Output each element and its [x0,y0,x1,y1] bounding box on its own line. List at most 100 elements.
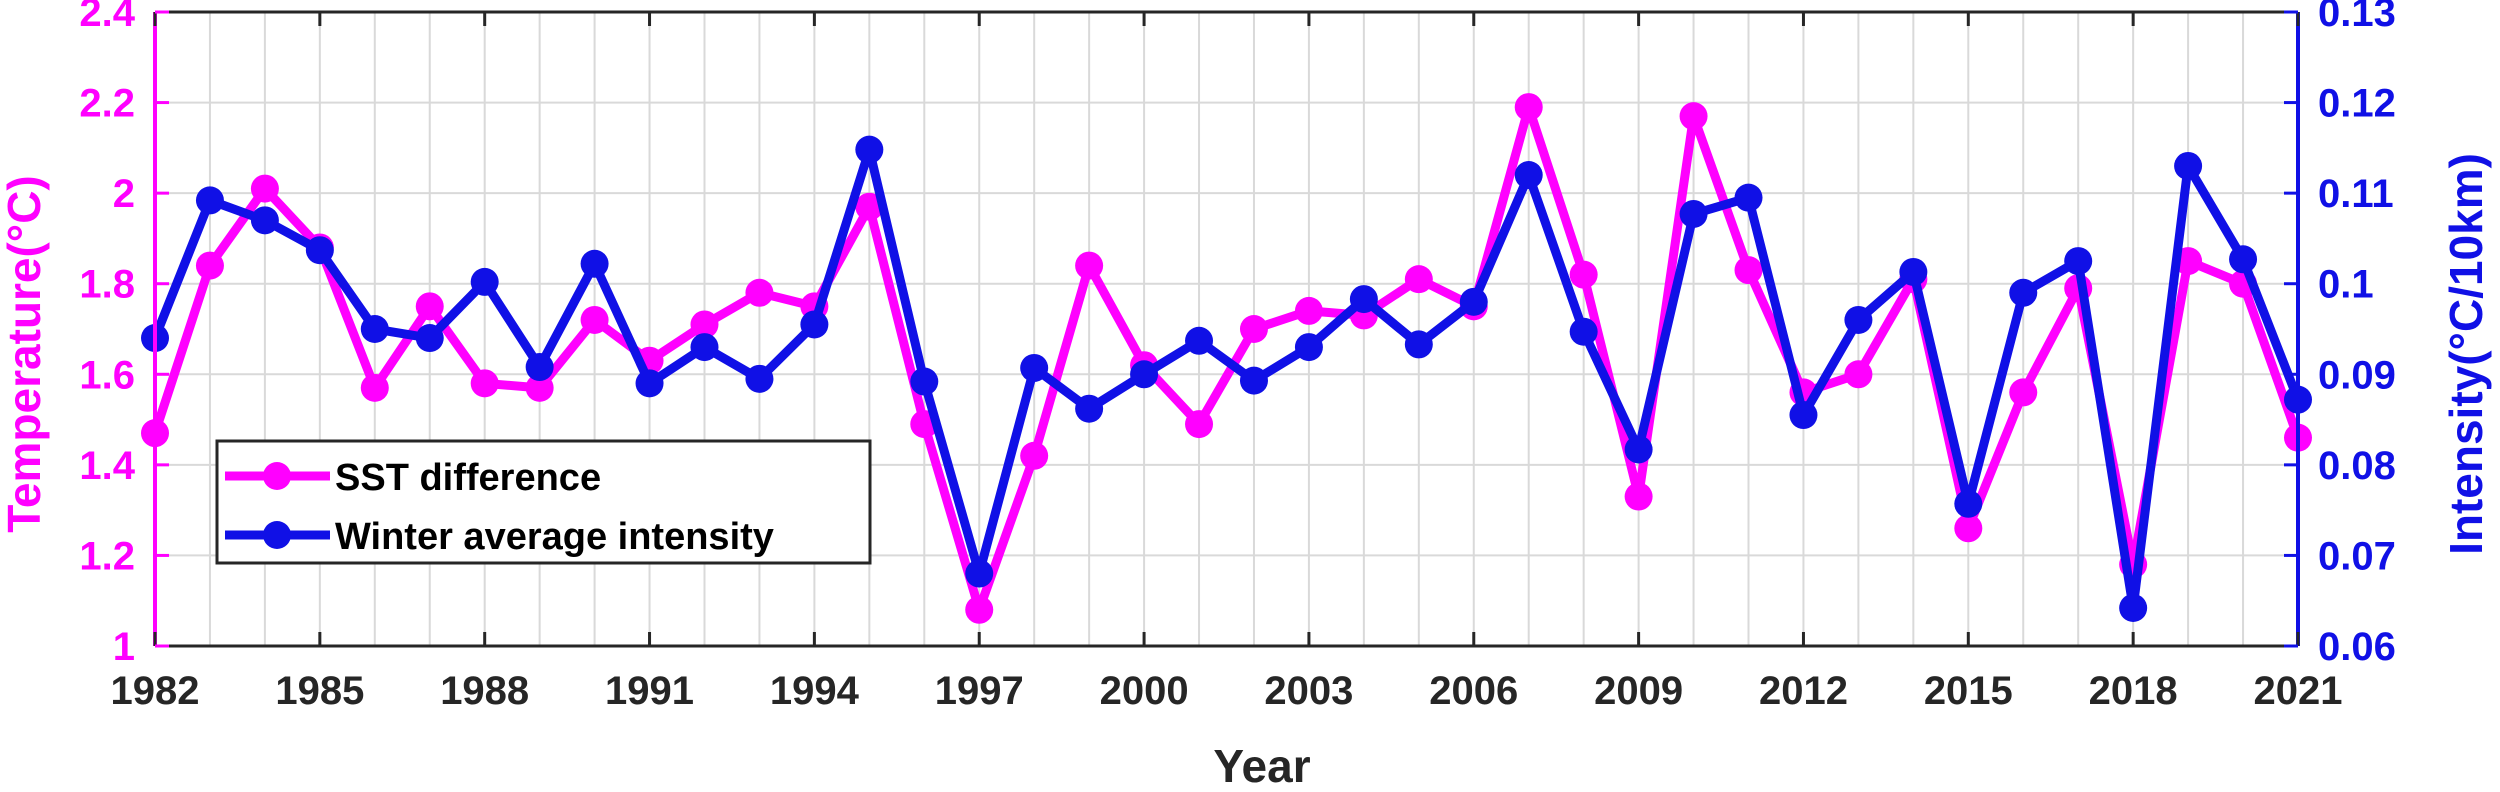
data-point-intensity [1349,285,1378,314]
x-axis-title: Year [1213,740,1310,792]
data-point-intensity [580,249,609,278]
x-tick-label: 1997 [935,669,1024,713]
y-left-tick-label: 1.4 [79,444,135,488]
data-point-sst [1404,265,1433,294]
data-point-intensity [525,353,554,382]
data-point-intensity [1020,353,1049,382]
data-point-intensity [690,333,719,362]
data-point-sst [1239,315,1268,343]
ticks: 1982 1985 1988 1991 1994 1997 2000 2003 2006 2009… [79,0,2395,713]
data-point-intensity [1459,287,1488,316]
data-point-sst [250,174,279,203]
y-right-tick-label: 0.12 [2318,82,2396,126]
y-left-tick-label: 2.4 [79,0,135,35]
data-point-sst [855,192,884,221]
data-point-intensity [415,324,444,353]
data-point-sst [1679,102,1708,131]
data-point-sst [1844,360,1873,389]
legend-label-sst: SST difference [335,457,601,499]
legend-marker-intensity [263,521,291,549]
y-left-tick-label: 1.8 [79,263,135,307]
y-axis-left-title: Temperature(°C) [0,175,50,533]
data-point-intensity [1130,360,1159,389]
data-point-sst [580,305,609,334]
y-left-tick-label: 2 [113,172,135,216]
data-point-intensity [1404,330,1433,359]
y-left-tick-label: 1.6 [79,353,135,397]
data-point-intensity [800,310,829,339]
data-point-sst [415,292,444,321]
data-point-intensity [2229,245,2258,274]
x-tick-label: 2018 [2089,669,2178,713]
x-tick-label: 1991 [605,669,694,713]
data-point-intensity [1789,401,1818,430]
data-point-sst [1569,260,1598,289]
legend-label-intensity: Winter average intensity [335,516,774,558]
data-point-intensity [1239,366,1268,395]
data-point-intensity [2064,247,2093,276]
data-point-intensity [2119,593,2148,622]
data-point-intensity [1844,305,1873,334]
data-point-intensity [1075,394,1104,423]
y-right-tick-label: 0.06 [2318,625,2396,669]
data-point-intensity [635,369,664,398]
x-tick-label: 2015 [1924,669,2013,713]
data-point-intensity [745,364,774,393]
data-point-sst [1294,296,1323,325]
data-point-intensity [2009,278,2038,307]
data-point-intensity [1624,435,1653,464]
data-point-sst [1624,482,1653,511]
data-point-sst [1185,410,1214,439]
data-point-sst [1514,93,1543,122]
data-point-sst [1075,251,1104,280]
x-tick-label: 2021 [2254,669,2343,713]
data-point-sst [195,251,224,280]
data-point-intensity [1954,489,1983,518]
data-point-sst [470,369,499,398]
y-right-tick-label: 0.13 [2318,0,2396,35]
data-point-sst [1734,256,1763,285]
data-point-intensity [855,135,884,164]
data-point-intensity [1679,199,1708,228]
data-point-intensity [910,367,939,396]
data-point-intensity [1569,317,1598,346]
legend-box [215,439,872,565]
data-point-sst [2009,378,2038,407]
legend: SST difference Winter average intensity [215,439,872,565]
data-point-intensity [1185,326,1214,355]
x-tick-label: 2000 [1100,669,1189,713]
data-point-intensity [1294,333,1323,362]
data-point-intensity [250,206,279,235]
x-tick-label: 1988 [440,669,529,713]
y-left-tick-label: 2.2 [79,82,135,126]
y-left-tick-label: 1 [113,625,135,669]
y-right-tick-label: 0.09 [2318,353,2396,397]
data-point-sst [965,595,994,624]
x-tick-label: 1982 [111,669,200,713]
data-point-sst [360,373,389,402]
series-line-intensity [150,145,2303,613]
data-point-intensity [470,267,499,296]
y-right-tick-label: 0.07 [2318,534,2396,578]
data-point-sst [525,373,554,402]
data-point-intensity [1734,183,1763,212]
legend-marker-sst [263,462,291,490]
data-point-sst [745,278,774,307]
data-point-sst [1020,441,1049,470]
data-point-intensity [1514,161,1543,190]
y-left-tick-label: 1.2 [79,534,135,578]
data-point-sst [1954,514,1983,543]
x-tick-label: 2006 [1429,669,1518,713]
x-tick-label: 1994 [770,669,860,713]
x-tick-label: 2003 [1264,669,1353,713]
y-axis-right-title: Intensity(°C/10km) [2440,153,2492,555]
data-point-intensity [2174,151,2203,180]
data-point-sst [690,310,719,339]
x-tick-label: 1985 [275,669,364,713]
data-point-intensity [965,559,994,588]
data-point-intensity [1899,257,1928,286]
x-tick-label: 2009 [1594,669,1683,713]
data-point-intensity [305,236,334,265]
data-point-intensity [195,186,224,215]
